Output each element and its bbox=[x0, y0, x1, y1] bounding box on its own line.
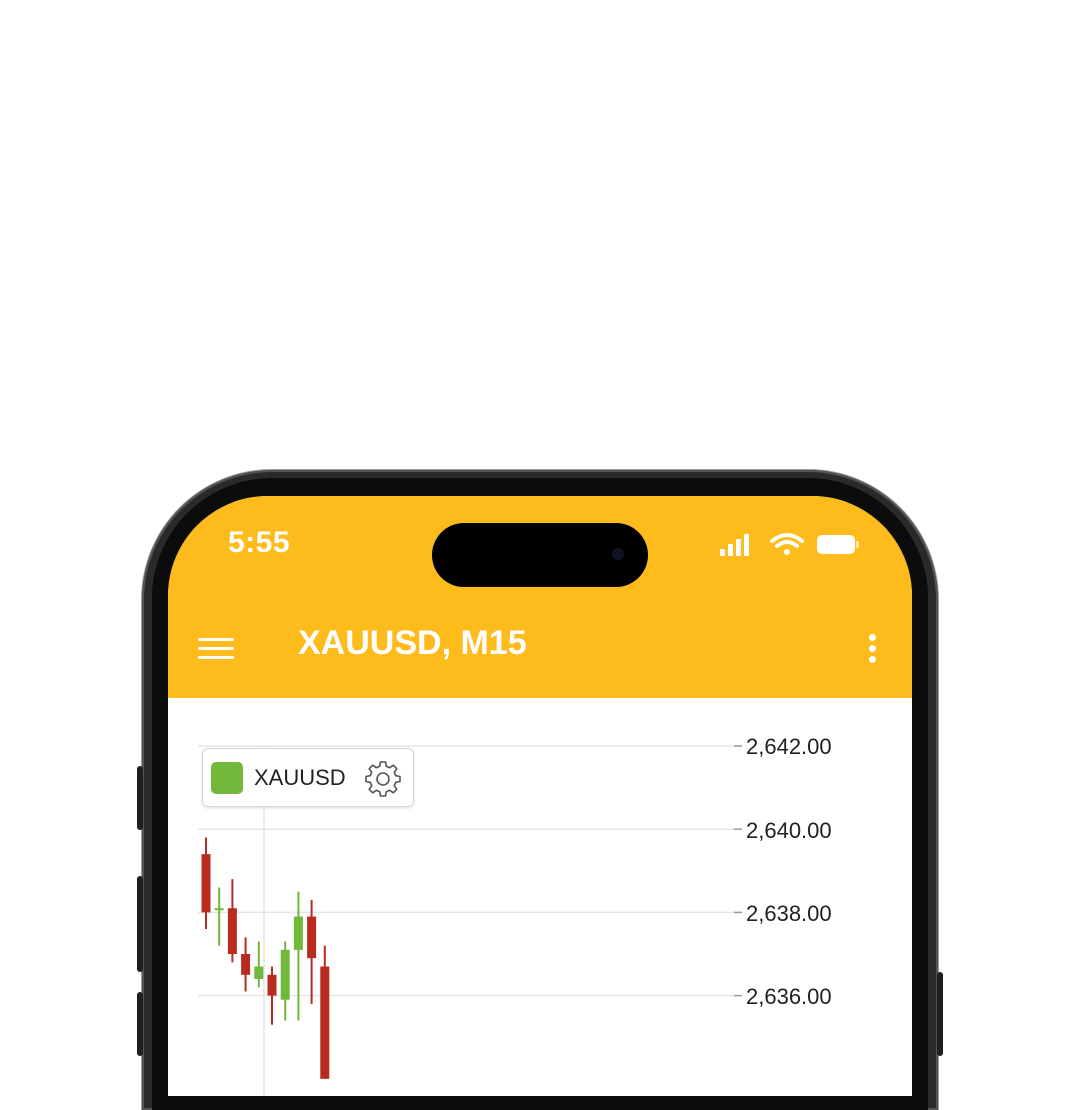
candle bbox=[227, 879, 237, 963]
candle-body bbox=[293, 916, 303, 950]
y-tick-label: 2,640.00 bbox=[746, 818, 832, 843]
page-title: XAUUSD, M15 bbox=[298, 624, 527, 662]
gear-icon[interactable] bbox=[363, 758, 403, 798]
symbol-color-swatch bbox=[211, 762, 243, 794]
candle bbox=[254, 941, 264, 988]
battery-icon bbox=[817, 535, 859, 554]
wifi-icon bbox=[770, 533, 804, 555]
candle-body bbox=[267, 974, 277, 996]
app-screen: 5:55 XAUUSD, M15 bbox=[168, 496, 912, 1096]
phone-mute-switch bbox=[137, 766, 143, 830]
candle-body bbox=[280, 949, 290, 1000]
price-chart[interactable] bbox=[168, 698, 912, 1096]
hamburger-menu-icon[interactable] bbox=[198, 636, 234, 662]
candle bbox=[201, 837, 211, 930]
y-tick-label: 2,638.00 bbox=[746, 901, 832, 926]
y-tick-label: 2,636.00 bbox=[746, 984, 832, 1009]
cellular-signal-icon bbox=[720, 534, 749, 556]
candle-body bbox=[214, 908, 224, 911]
front-camera-icon bbox=[612, 548, 624, 560]
phone-volume-down-button bbox=[137, 992, 143, 1056]
candle bbox=[280, 941, 290, 1021]
phone-power-button bbox=[937, 972, 943, 1056]
candle-body bbox=[201, 854, 211, 913]
legend-symbol-label: XAUUSD bbox=[254, 765, 346, 790]
candle bbox=[307, 899, 317, 1004]
candle-body bbox=[320, 966, 330, 1079]
y-tick-label: 2,642.00 bbox=[746, 734, 832, 759]
candle-body bbox=[227, 908, 237, 954]
candle bbox=[293, 891, 303, 1021]
status-icons bbox=[720, 533, 859, 556]
candle bbox=[241, 937, 251, 992]
candlestick-series bbox=[201, 837, 330, 1079]
phone-volume-up-button bbox=[137, 876, 143, 972]
candle-body bbox=[254, 966, 264, 979]
more-options-icon[interactable] bbox=[866, 632, 880, 666]
dynamic-island bbox=[432, 523, 648, 587]
status-time: 5:55 bbox=[228, 526, 291, 559]
candle bbox=[320, 945, 330, 1079]
candle-body bbox=[241, 954, 251, 975]
symbol-legend[interactable]: XAUUSD bbox=[202, 748, 414, 807]
candle bbox=[214, 887, 224, 946]
candle-body bbox=[307, 916, 317, 959]
candle bbox=[267, 966, 277, 1025]
app-top-bar: 5:55 XAUUSD, M15 bbox=[168, 496, 912, 698]
